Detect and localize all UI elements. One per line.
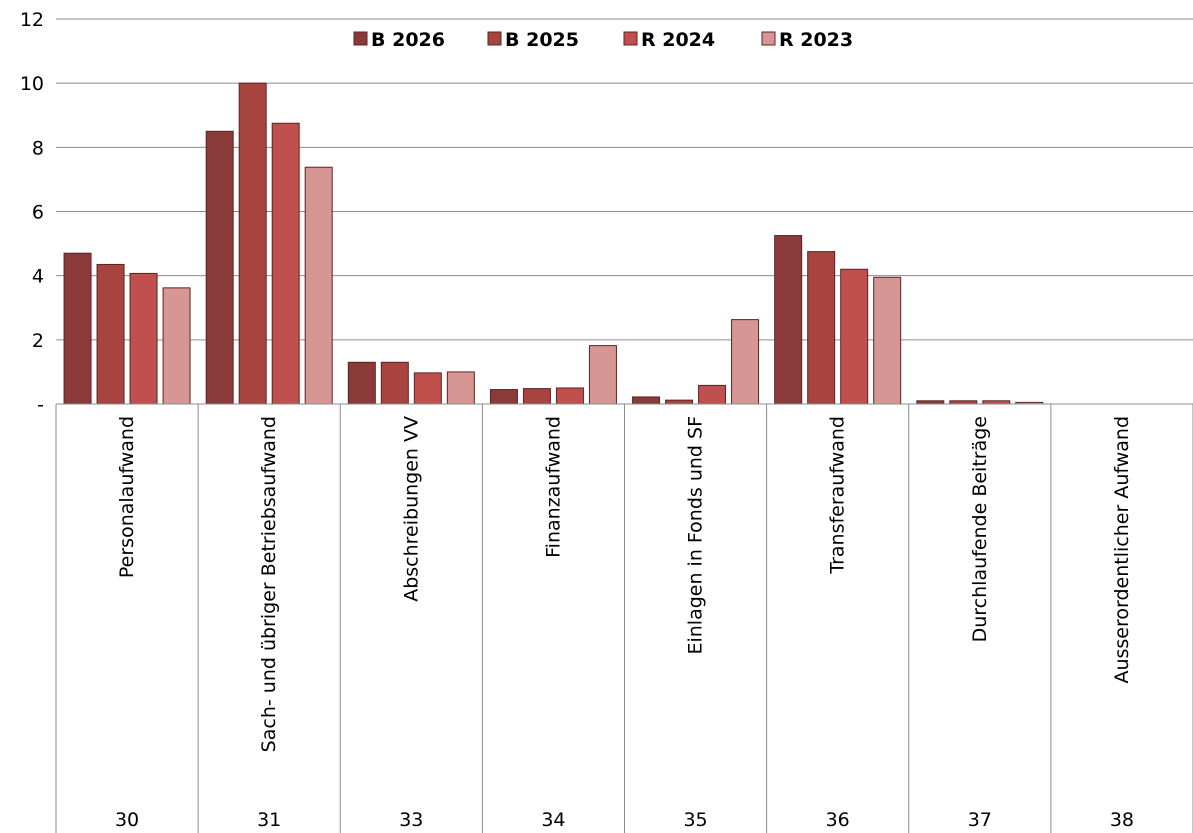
y-tick-label: 2 bbox=[32, 330, 44, 352]
y-tick-label: 10 bbox=[20, 73, 44, 95]
category-code: 38 bbox=[1110, 809, 1134, 831]
legend-swatch bbox=[761, 31, 776, 46]
y-tick-label: 4 bbox=[32, 266, 44, 288]
category-code: 34 bbox=[541, 809, 565, 831]
legend-label: B 2026 bbox=[371, 29, 445, 51]
bar-35-r-2023 bbox=[731, 319, 760, 405]
category-label: Abschreibungen VV bbox=[400, 416, 422, 602]
category-label: Ausserordentlicher Aufwand bbox=[1111, 416, 1133, 684]
bar-34-b-2026 bbox=[489, 389, 518, 405]
y-tick-label: 6 bbox=[32, 202, 44, 224]
category-label: Transferaufwand bbox=[827, 416, 849, 575]
category-label: Einlagen in Fonds und SF bbox=[685, 416, 707, 655]
bar-30-b-2026 bbox=[63, 252, 92, 405]
bar-34-r-2024 bbox=[555, 387, 584, 405]
bar-33-r-2024 bbox=[413, 372, 442, 405]
bar-36-b-2026 bbox=[774, 235, 803, 405]
y-tick-label: - bbox=[37, 394, 44, 416]
bar-30-r-2024 bbox=[129, 272, 158, 405]
bar-33-b-2025 bbox=[380, 361, 409, 405]
y-tick-label: 12 bbox=[20, 9, 44, 31]
category-label: Finanzaufwand bbox=[542, 416, 564, 558]
bar-35-r-2024 bbox=[698, 384, 727, 405]
legend-label: B 2025 bbox=[505, 29, 579, 51]
legend-swatch bbox=[623, 31, 638, 46]
bar-36-r-2024 bbox=[840, 268, 869, 405]
category-code: 33 bbox=[399, 809, 423, 831]
category-code: 31 bbox=[257, 809, 281, 831]
category-code: 36 bbox=[826, 809, 850, 831]
category-label: Durchlaufende Beiträge bbox=[969, 416, 991, 642]
legend-swatch bbox=[487, 31, 502, 46]
bar-30-r-2023 bbox=[162, 287, 191, 405]
legend-swatch bbox=[353, 31, 368, 46]
bar-35-b-2025 bbox=[665, 399, 694, 405]
category-label: Sach- und übriger Betriebsaufwand bbox=[258, 416, 280, 752]
bar-36-b-2025 bbox=[807, 251, 836, 405]
y-axis-ticks: - 2 4 6 8 10 12 bbox=[20, 9, 44, 416]
bar-30-b-2025 bbox=[96, 263, 125, 405]
bar-31-b-2026 bbox=[205, 130, 234, 405]
bar-31-r-2023 bbox=[304, 166, 333, 405]
bar-33-b-2026 bbox=[347, 361, 376, 405]
legend-label: R 2024 bbox=[641, 29, 715, 51]
bar-36-r-2023 bbox=[873, 276, 902, 405]
bar-35-b-2026 bbox=[632, 396, 661, 405]
bar-33-r-2023 bbox=[446, 371, 475, 405]
bar-31-r-2024 bbox=[271, 122, 300, 405]
category-label: Personalaufwand bbox=[116, 416, 138, 578]
legend-label: R 2023 bbox=[779, 29, 853, 51]
category-code: 37 bbox=[968, 809, 992, 831]
category-axis: Personalaufwand 30 Sach- und übriger Betri… bbox=[55, 403, 1193, 833]
legend: B 2026 B 2025 R 2024 R 2023 bbox=[353, 29, 853, 51]
bar-31-b-2025 bbox=[238, 82, 267, 405]
bar-34-r-2023 bbox=[588, 345, 617, 405]
bar-34-b-2025 bbox=[522, 388, 551, 405]
bars bbox=[63, 82, 1044, 405]
category-code: 30 bbox=[115, 809, 139, 831]
y-tick-label: 8 bbox=[32, 137, 44, 159]
category-code: 35 bbox=[683, 809, 707, 831]
